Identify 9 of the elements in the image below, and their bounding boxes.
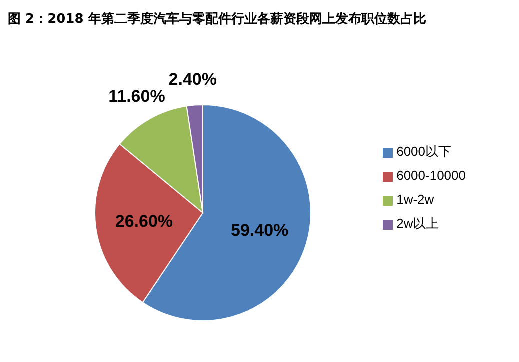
legend-label: 6000以下 — [396, 144, 452, 159]
data-label: 59.40% — [230, 220, 289, 240]
chart-title: 图 2：2018 年第二季度汽车与零配件行业各薪资段网上发布职位数占比 — [8, 10, 428, 28]
data-label: 11.60% — [108, 86, 166, 106]
legend-label: 1w-2w — [396, 192, 434, 207]
data-label: 2.40% — [168, 70, 218, 89]
legend-label: 2w以上 — [396, 216, 440, 231]
data-label: 26.60% — [115, 212, 174, 232]
legend-label: 6000-10000 — [396, 168, 466, 183]
